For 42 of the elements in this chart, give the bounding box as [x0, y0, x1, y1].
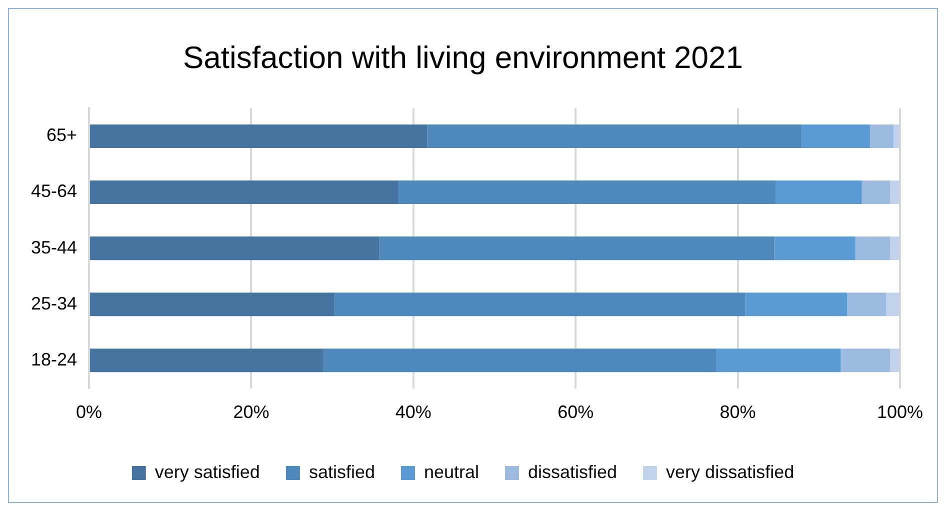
- bar: [855, 236, 890, 260]
- legend-label: very dissatisfied: [666, 462, 794, 482]
- bar: [890, 180, 900, 204]
- bar: [379, 236, 774, 260]
- bar: [802, 124, 870, 148]
- bar: [886, 292, 900, 316]
- bar: [776, 180, 862, 204]
- bar: [890, 236, 900, 260]
- bar: [847, 292, 886, 316]
- bar: [774, 236, 856, 260]
- bar: [398, 180, 776, 204]
- y-tick-label: 35-44: [30, 237, 78, 258]
- x-tick-label: 20%: [233, 402, 270, 422]
- bar: [870, 124, 894, 148]
- bar: [90, 292, 335, 316]
- chart-title: Satisfaction with living environment 2021: [182, 40, 744, 76]
- y-tick-label: 18-24: [30, 349, 78, 370]
- bar: [893, 124, 900, 148]
- x-tick-label: 0%: [76, 402, 102, 422]
- bar: [745, 292, 848, 316]
- bar: [716, 348, 841, 372]
- x-tick-label: 40%: [395, 402, 432, 422]
- x-tick-label: 100%: [876, 402, 924, 422]
- bar: [862, 180, 890, 204]
- y-tick-label: 25-34: [30, 293, 78, 314]
- bar: [427, 124, 802, 148]
- bar: [90, 124, 428, 148]
- x-tick-label: 80%: [720, 402, 756, 422]
- legend-label: neutral: [424, 462, 480, 482]
- x-tick-label: 60%: [558, 402, 594, 422]
- bar: [890, 348, 900, 372]
- legend-label: dissatisfied: [528, 462, 618, 482]
- y-tick-label: 65+: [46, 125, 78, 146]
- bar: [90, 348, 324, 372]
- legend-label: satisfied: [308, 462, 375, 482]
- bar: [840, 348, 890, 372]
- bar: [323, 348, 717, 372]
- legend-label: very satisfied: [154, 462, 260, 482]
- bar: [90, 180, 398, 204]
- y-tick-label: 45-64: [30, 181, 78, 202]
- bar: [90, 236, 380, 260]
- bar: [334, 292, 746, 316]
